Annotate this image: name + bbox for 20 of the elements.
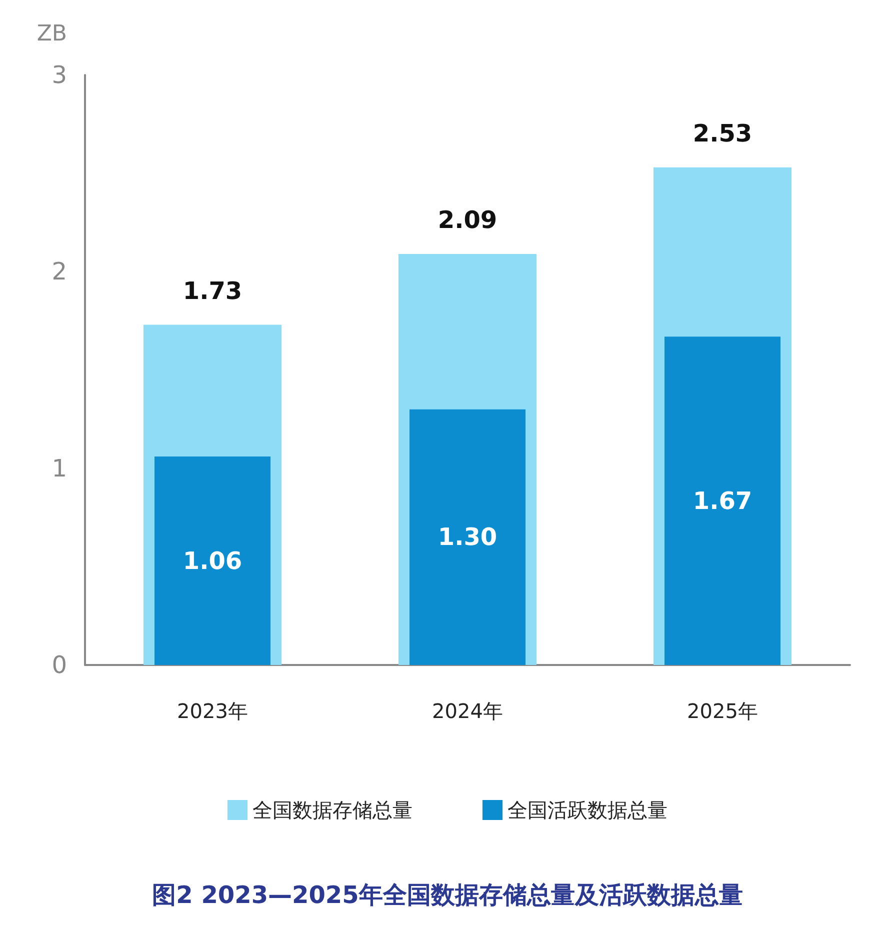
y-tick-label: 2 [52,258,67,286]
data-label: 2.09 [438,206,498,234]
legend-label: 全国数据存储总量 [252,798,412,822]
data-label: 1.73 [182,276,242,305]
text: 图2 2023—2025年全国数据存储总量及活跃数据总量 [152,881,743,909]
data-label: 1.30 [438,523,498,552]
x-tick-label: 2025年 [687,699,758,723]
data-label: 1.67 [692,486,752,515]
x-tick-label: 2023年 [177,699,248,723]
data-label: 2.53 [692,119,752,148]
y-axis-title: ZB [36,22,67,46]
y-tick-label: 1 [52,454,67,482]
x-tick-label: 2024年 [432,699,503,723]
legend-label: 全国活跃数据总量 [508,798,668,822]
y-tick-label: 0 [52,651,67,679]
y-tick-label: 3 [52,61,67,89]
bar [664,336,780,665]
bar [154,456,270,665]
data-label: 1.06 [182,546,242,575]
bar [410,409,526,665]
